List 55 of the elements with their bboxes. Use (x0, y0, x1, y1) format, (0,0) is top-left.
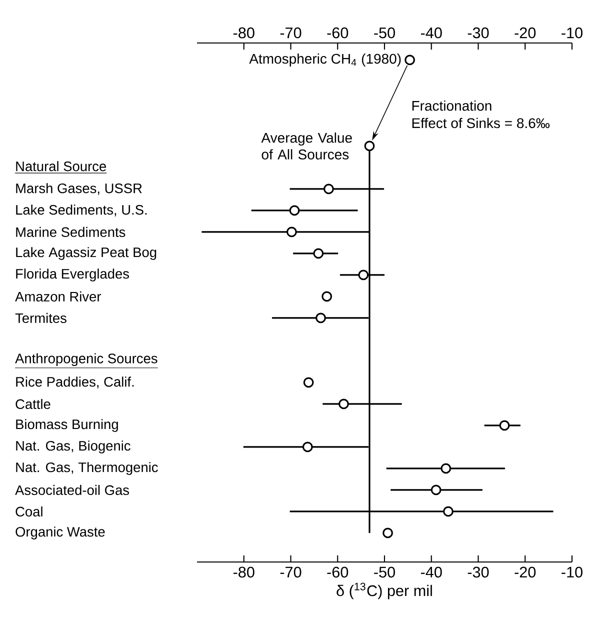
point (324, 184, 334, 194)
y-tick-label: Nat. Gas, Thermogenic (16, 462, 158, 475)
x-tick-label: -30 (468, 566, 489, 578)
point (382, 528, 393, 538)
y-tick-label: Cattle (16, 398, 50, 410)
point (316, 312, 326, 324)
y-tick-label: Lake Sediments, U.S. (16, 204, 147, 216)
x2-tick-label: -20 (514, 27, 536, 38)
data-label: Atmospheric CH$_{4}$ (1980) (249, 53, 401, 66)
x2-tick-label: -70 (280, 27, 302, 38)
y-tick-label: Lake Agassiz Peat Bog (16, 247, 156, 260)
y-tick-label: Anthropogenic Sources (15, 353, 158, 366)
x-tick-label: -70 (280, 566, 302, 578)
x-tick-label: -60 (327, 566, 348, 578)
x-tick-label: -40 (420, 566, 442, 578)
x-axis-title: δ ($^{13}$C) per mil (336, 582, 432, 600)
y-tick-label: Organic Waste (16, 526, 105, 540)
x2-tick-label: -40 (420, 27, 442, 38)
x2-tick-label: -80 (233, 27, 254, 38)
y-tick-label: Rice Paddies, Calif. (16, 376, 134, 388)
x-tick-label: -50 (374, 566, 395, 578)
y-tick-label: Amazon River (15, 291, 102, 302)
y-tick-label: Biomass Burning (16, 419, 118, 432)
y-tick-label: Termites (15, 312, 66, 324)
y-tick-label: Coal (16, 506, 42, 517)
point (440, 463, 452, 474)
point (289, 205, 300, 216)
point (358, 270, 369, 280)
y-tick-label: Marine Sediments (16, 226, 126, 238)
point (499, 420, 510, 431)
point (313, 248, 324, 259)
y-tick-label: Natural Source (16, 161, 106, 172)
point (364, 140, 375, 152)
x2-tick-label: -50 (374, 27, 395, 38)
y-tick-label: Associated-oil Gas (15, 484, 130, 496)
point (322, 291, 332, 302)
point (286, 226, 297, 238)
point (338, 398, 349, 410)
x-tick-label: -10 (562, 566, 582, 578)
annotation: Effect of Sinks = 8.6‰ (412, 118, 550, 128)
y-tick-label: Florida Everglades (16, 268, 130, 282)
x2-tick-label: -60 (327, 27, 348, 38)
point (430, 484, 442, 496)
x-tick-label: -80 (233, 566, 254, 578)
data-label: Average Value of All Sources (261, 132, 352, 160)
point (404, 54, 416, 66)
y-tick-label: Marsh Gases, USSR (16, 183, 142, 195)
annotation: Fractionation (412, 100, 492, 111)
point (303, 377, 314, 388)
point (302, 442, 313, 452)
y-tick-label: Nat. Gas, Biogenic (16, 440, 130, 454)
point (443, 506, 454, 517)
x2-tick-label: -10 (562, 27, 582, 38)
x-tick-label: -20 (514, 566, 536, 578)
x2-tick-label: -30 (468, 27, 489, 38)
